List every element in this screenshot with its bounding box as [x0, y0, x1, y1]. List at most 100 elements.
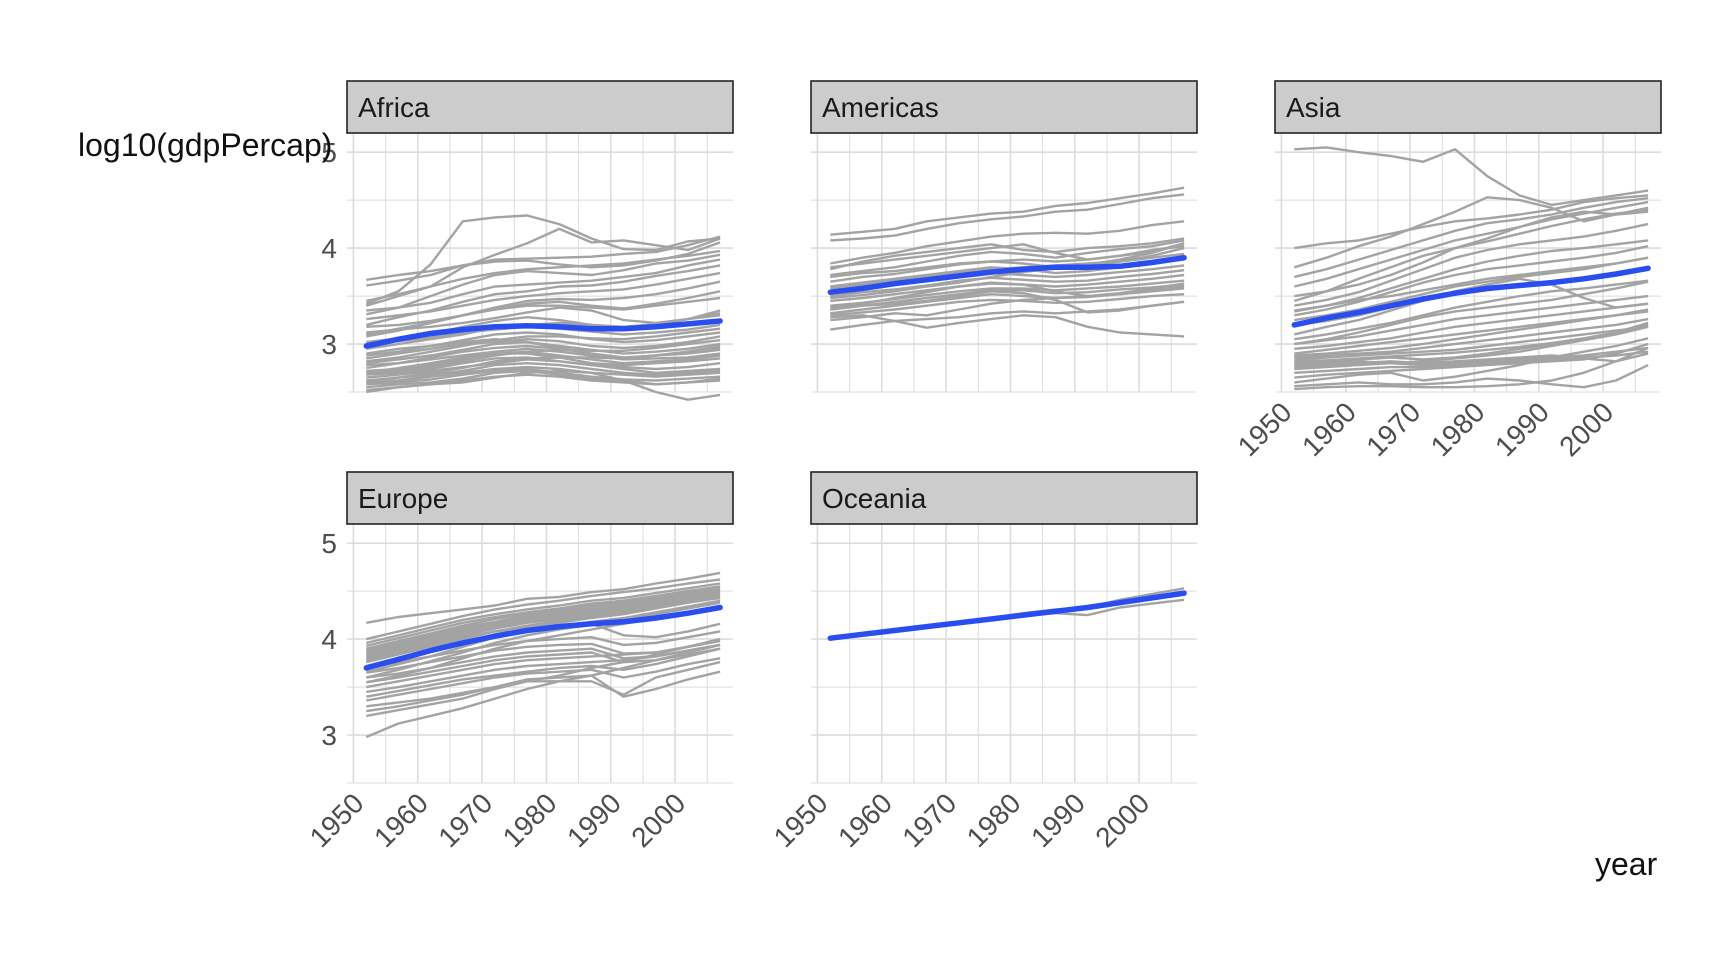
- smooth-trend-line: [827, 254, 1187, 295]
- country-line: [366, 271, 721, 321]
- y-tick-label: 5: [321, 137, 337, 168]
- x-tick-label: 1980: [1425, 396, 1491, 462]
- country-line: [1294, 210, 1649, 298]
- facet-strip-label: Africa: [358, 92, 430, 123]
- country-line: [366, 253, 721, 316]
- country-line: [1294, 346, 1649, 371]
- x-tick-label: 1960: [1296, 396, 1362, 462]
- country-line: [1294, 325, 1649, 361]
- y-tick-label: 3: [321, 720, 337, 751]
- country-line: [1294, 277, 1649, 336]
- country-line: [1293, 208, 1649, 303]
- y-tick-label: 4: [321, 624, 337, 655]
- country-line: [365, 227, 721, 307]
- country-line: [365, 643, 721, 739]
- x-tick-label: 1990: [1025, 787, 1091, 853]
- country-line: [366, 369, 721, 401]
- x-tick-label: 1950: [304, 787, 370, 853]
- country-line: [830, 239, 1185, 277]
- country-line: [366, 643, 721, 694]
- country-line: [366, 339, 721, 374]
- country-line: [365, 214, 721, 305]
- country-line: [366, 335, 721, 360]
- country-line: [366, 657, 721, 702]
- country-line: [366, 660, 721, 708]
- country-line: [366, 344, 721, 384]
- y-tick-label: 4: [321, 233, 337, 264]
- country-line: [830, 300, 1185, 331]
- country-line: [366, 296, 721, 336]
- country-line: [366, 340, 721, 365]
- facet-strip: [346, 80, 734, 134]
- country-line: [1294, 346, 1649, 391]
- x-tick-label: 1960: [368, 787, 434, 853]
- facet-strip-label: Asia: [1286, 92, 1341, 123]
- y-axis-label: log10(gdpPercap): [78, 127, 333, 163]
- country-line: [366, 578, 721, 641]
- country-line: [1294, 294, 1649, 346]
- panel-africa: Africa 3 4 5: [321, 80, 734, 401]
- country-line: [366, 327, 721, 363]
- facet-strip: [1274, 80, 1662, 134]
- country-line: [830, 242, 1185, 300]
- smooth-trend-line: [363, 604, 723, 671]
- country-line: [366, 350, 721, 373]
- x-tick-label: 2000: [625, 787, 691, 853]
- smooth-trend-line: [363, 318, 723, 349]
- y-tick-label: 5: [321, 528, 337, 559]
- x-tick-label: 1970: [1360, 396, 1426, 462]
- x-tick-label: 1950: [768, 787, 834, 853]
- country-line: [1294, 325, 1649, 367]
- country-line: [1294, 280, 1649, 346]
- country-line: [1294, 245, 1649, 317]
- x-tick-label: 1950: [1232, 396, 1298, 462]
- facet-strip: [810, 80, 1198, 134]
- country-line: [830, 186, 1185, 236]
- smooth-trend-line: [1291, 265, 1651, 328]
- x-tick-label: 2000: [1089, 787, 1155, 853]
- smooth-trend-line: [827, 590, 1187, 641]
- x-tick-label: 1970: [896, 787, 962, 853]
- country-line: [1294, 364, 1649, 389]
- country-line: [1294, 342, 1649, 379]
- country-line: [366, 362, 721, 382]
- x-tick-label: 1980: [961, 787, 1027, 853]
- country-line: [830, 242, 1185, 279]
- x-tick-label: 2000: [1553, 396, 1619, 462]
- country-line: [366, 639, 721, 689]
- country-line: [1294, 146, 1649, 207]
- country-line: [830, 285, 1185, 322]
- country-line: [366, 647, 721, 698]
- facet-strip: [346, 471, 734, 525]
- country-line: [830, 283, 1185, 311]
- country-line: [1294, 337, 1649, 384]
- country-line: [1294, 279, 1649, 341]
- country-line: [1294, 317, 1649, 359]
- x-tick-label: 1990: [1489, 396, 1555, 462]
- country-line: [366, 571, 721, 624]
- facet-strip-label: Europe: [358, 483, 448, 514]
- country-line: [1293, 196, 1649, 269]
- country-line: [366, 258, 721, 312]
- country-line: [366, 588, 721, 652]
- country-line: [366, 637, 721, 718]
- country-line: [1294, 222, 1649, 307]
- x-tick-label: 1990: [561, 787, 627, 853]
- country-line: [830, 314, 1185, 338]
- x-tick-label: 1960: [832, 787, 898, 853]
- country-line: [1294, 302, 1649, 350]
- country-line: [366, 630, 721, 670]
- country-line: [1294, 256, 1649, 313]
- country-line: [830, 220, 1185, 265]
- country-line: [366, 358, 721, 379]
- country-line: [1294, 194, 1649, 250]
- x-tick-label: 1970: [432, 787, 498, 853]
- country-line: [366, 352, 721, 374]
- facet-strip-label: Oceania: [822, 483, 927, 514]
- country-line: [1294, 256, 1649, 322]
- country-line: [366, 589, 721, 654]
